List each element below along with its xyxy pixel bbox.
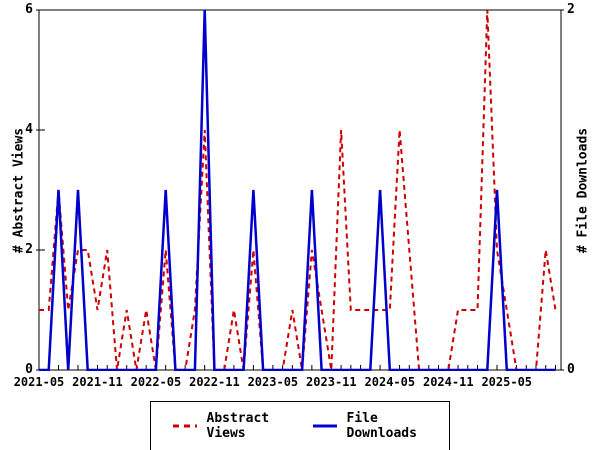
abstract-views-line-sample [173, 424, 197, 428]
legend-box: Abstract Views File Downloads [150, 401, 450, 450]
x-tick-label: 2024-11 [422, 375, 474, 389]
x-tick-label: 2022-11 [189, 375, 240, 389]
left-tick-label: 4 [25, 122, 33, 137]
left-tick-label: 0 [25, 362, 33, 377]
x-tick-label: 2024-05 [364, 375, 416, 389]
legend-item-abstract-views: Abstract Views [173, 411, 287, 441]
x-tick-label: 2025-05 [481, 375, 533, 389]
legend-label-file-downloads: File Downloads [346, 411, 417, 441]
file-downloads-line [39, 9, 556, 371]
x-tick-label: 2023-05 [247, 375, 299, 389]
abstract-views-line [39, 9, 557, 371]
x-tick-label: 2021-05 [13, 375, 65, 389]
file-downloads-line-sample [313, 424, 337, 428]
legend-item-file-downloads: File Downloads [313, 411, 427, 441]
legend-label-abstract-views: Abstract Views [206, 411, 270, 441]
left-tick-label: 2 [25, 242, 33, 257]
left-tick-label: 6 [25, 2, 33, 17]
plot-frame [38, 9, 562, 371]
right-axis-title: # File Downloads [575, 127, 591, 254]
right-tick-label: 2 [567, 2, 575, 17]
right-tick-label: 0 [567, 362, 575, 377]
x-tick-label: 2021-11 [72, 375, 123, 389]
x-tick-label: 2022-05 [130, 375, 182, 389]
x-tick-label: 2023-11 [306, 375, 357, 389]
